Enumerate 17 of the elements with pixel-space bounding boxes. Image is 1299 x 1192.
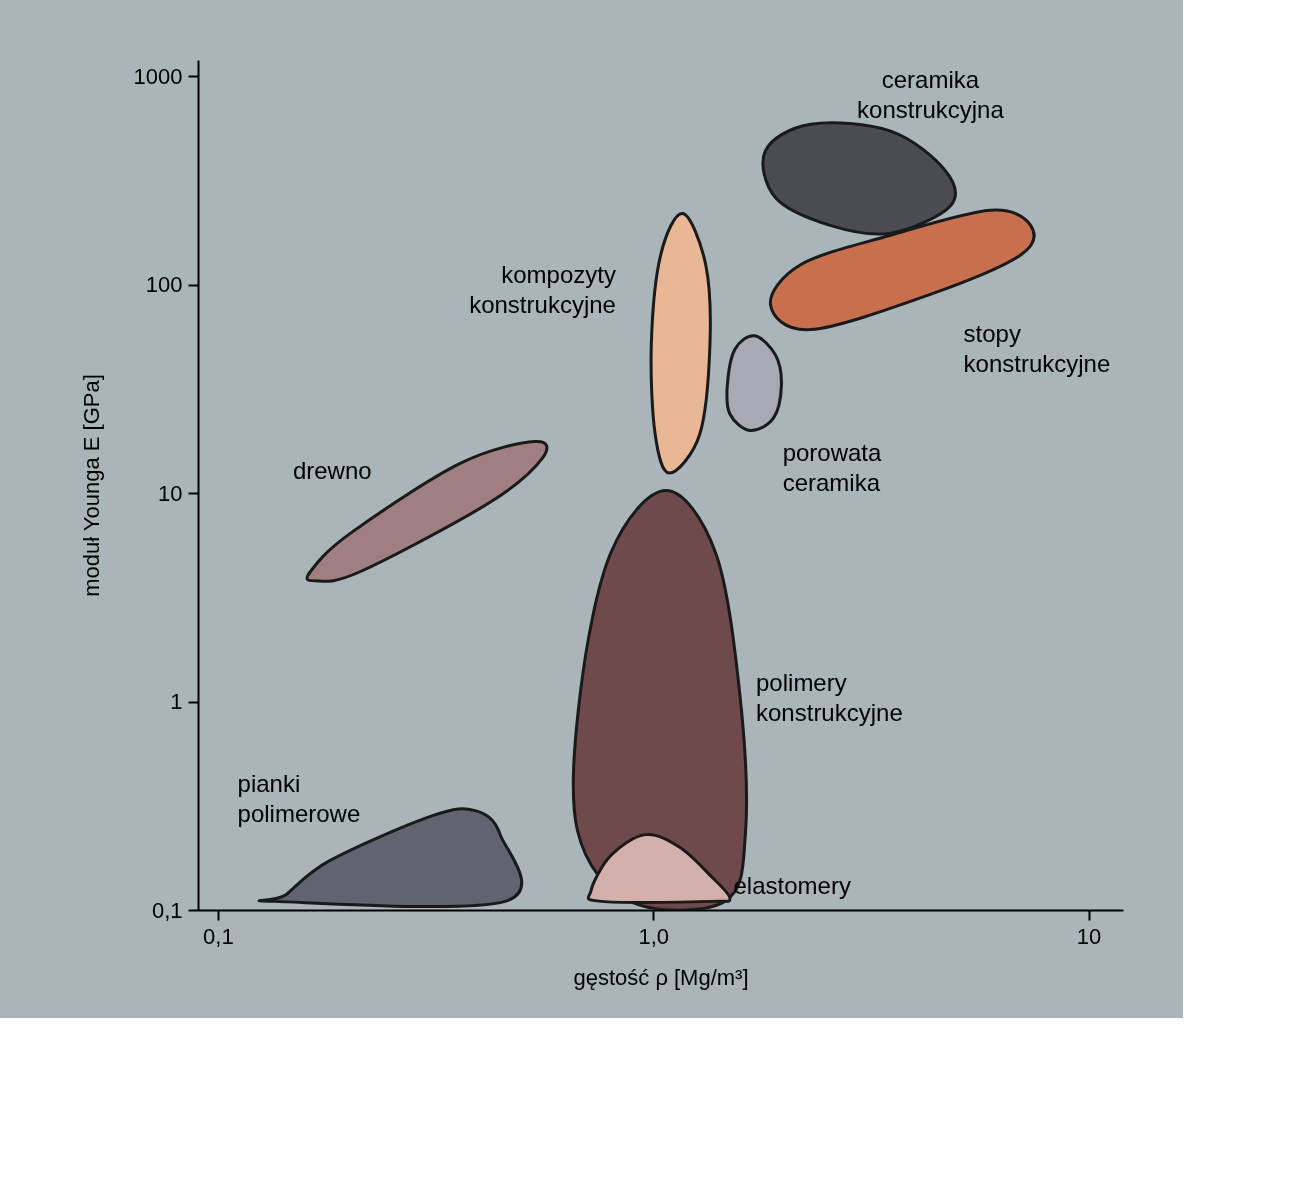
y-tick-label: 1000: [133, 64, 183, 89]
series-label: kompozyty konstrukcyjne: [469, 260, 616, 318]
x-tick-label: 10: [1076, 923, 1102, 949]
x-tick-label: 1,0: [638, 923, 670, 949]
x-axis-title: gęstość ρ [Mg/m³]: [573, 964, 749, 990]
y-tick-label: 100: [145, 272, 183, 298]
series-label: polimery konstrukcyjne: [756, 668, 903, 726]
series-label: porowata ceramika: [782, 438, 883, 496]
series-label: ceramika konstrukcyjna: [857, 65, 1005, 123]
y-axis-title: moduł Younga E [GPa]: [78, 374, 104, 597]
y-tick-label: 1: [170, 689, 183, 715]
series-label: drewno: [292, 456, 372, 484]
x-tick-label: 0,1: [203, 923, 234, 949]
y-tick-label: 0,1: [151, 897, 183, 923]
series-label: pianki polimerowe: [237, 770, 361, 828]
y-tick-label: 10: [158, 480, 183, 506]
series-label: stopy konstrukcyjne: [963, 320, 1111, 378]
